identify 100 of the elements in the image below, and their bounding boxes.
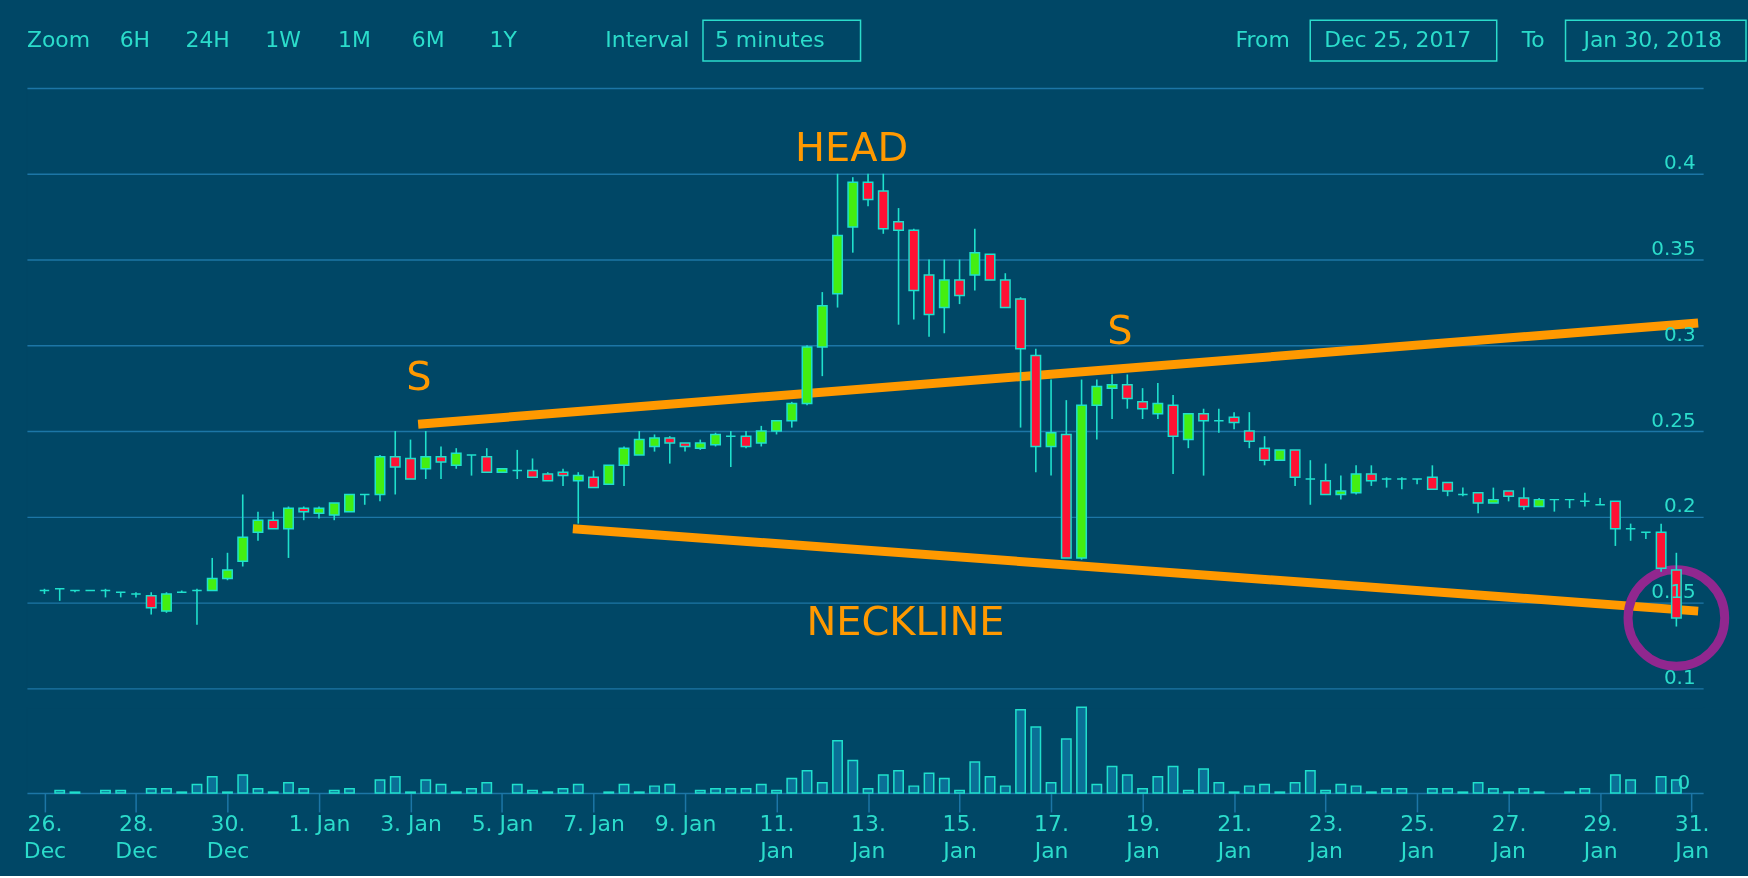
bar bbox=[1198, 768, 1210, 794]
bar bbox=[344, 787, 355, 794]
bar bbox=[740, 787, 752, 794]
bar bbox=[893, 769, 904, 794]
annotation: HEAD bbox=[794, 123, 909, 170]
text: 5 minutes bbox=[714, 27, 825, 53]
text: Dec 25, 2017 bbox=[1324, 27, 1472, 53]
bar bbox=[389, 775, 401, 794]
text: To bbox=[1520, 27, 1545, 53]
bar bbox=[435, 783, 447, 794]
annotation: S bbox=[1107, 307, 1133, 354]
annotation: S bbox=[406, 353, 432, 400]
bar bbox=[649, 785, 660, 794]
bar bbox=[1152, 775, 1164, 794]
text: Jan 30, 2018 bbox=[1581, 27, 1722, 53]
x-tick-label: 13. Jan bbox=[849, 811, 886, 864]
text: Interval bbox=[605, 27, 690, 53]
bar bbox=[1289, 781, 1301, 794]
bar bbox=[557, 787, 569, 794]
bar bbox=[1381, 787, 1393, 794]
bar bbox=[816, 781, 828, 794]
bar bbox=[908, 785, 920, 794]
bar bbox=[466, 787, 477, 794]
x-tick-label: 3. Jan bbox=[380, 811, 442, 837]
bar bbox=[1015, 709, 1026, 794]
bar bbox=[710, 787, 721, 794]
bar bbox=[755, 783, 767, 794]
bar bbox=[1396, 787, 1408, 794]
x-tick-label: 28. Dec bbox=[115, 811, 158, 864]
x-tick-label: 1. Jan bbox=[288, 811, 351, 837]
bar bbox=[161, 787, 172, 794]
bar bbox=[1243, 785, 1255, 794]
text: 1W bbox=[265, 27, 301, 53]
bar bbox=[969, 761, 981, 794]
bar bbox=[694, 789, 706, 794]
y-tick-label: 0.25 bbox=[1651, 407, 1696, 432]
bar bbox=[1350, 785, 1362, 794]
bar bbox=[206, 775, 218, 794]
bar bbox=[1304, 769, 1316, 794]
x-tick-label: 11. Jan bbox=[758, 811, 795, 864]
x-tick-label: 17. Jan bbox=[1032, 811, 1069, 864]
bar bbox=[1579, 787, 1591, 794]
x-tick-label: 30. Dec bbox=[206, 811, 250, 864]
text: Zoom bbox=[26, 27, 91, 53]
bar bbox=[191, 783, 203, 794]
bar bbox=[1472, 781, 1484, 794]
text: 24H bbox=[185, 27, 230, 53]
bar bbox=[1137, 787, 1149, 794]
bar bbox=[54, 789, 66, 794]
bar bbox=[1076, 706, 1087, 794]
text: 1Y bbox=[489, 27, 518, 53]
bar bbox=[1625, 779, 1637, 794]
bar bbox=[954, 789, 965, 794]
text: 6M bbox=[411, 27, 445, 53]
bar bbox=[1518, 787, 1530, 794]
x-tick-label: 9. Jan bbox=[654, 811, 717, 837]
bar bbox=[771, 789, 782, 794]
x-tick-label: 5. Jan bbox=[471, 811, 534, 837]
bar bbox=[1045, 781, 1057, 794]
x-tick-label: 21. Jan bbox=[1215, 811, 1253, 864]
bar bbox=[1259, 783, 1271, 794]
bar bbox=[328, 789, 340, 794]
bar bbox=[100, 789, 111, 794]
x-tick-label: 29. Jan bbox=[1581, 811, 1619, 864]
bar bbox=[1320, 789, 1332, 794]
bar bbox=[664, 783, 676, 794]
bar bbox=[374, 779, 386, 794]
bar bbox=[938, 777, 950, 794]
x-tick-label: 31. Jan bbox=[1673, 811, 1710, 864]
bar bbox=[1106, 765, 1118, 794]
x-tick-label: 23. Jan bbox=[1307, 811, 1344, 864]
bar bbox=[1167, 765, 1179, 794]
bar bbox=[1091, 783, 1103, 794]
x-tick-label: 25. Jan bbox=[1398, 811, 1436, 864]
bar bbox=[511, 783, 523, 794]
bar bbox=[1213, 781, 1225, 794]
bar bbox=[1182, 789, 1194, 794]
bar bbox=[1655, 775, 1667, 794]
bar bbox=[283, 781, 294, 794]
bar bbox=[237, 774, 249, 794]
y-tick-label: 0.35 bbox=[1651, 236, 1696, 261]
bar bbox=[847, 759, 859, 794]
x-tick-label: 19. Jan bbox=[1124, 811, 1161, 864]
bar bbox=[481, 781, 493, 794]
bar bbox=[999, 785, 1011, 794]
bar bbox=[252, 787, 264, 794]
bar bbox=[1426, 787, 1438, 794]
bar bbox=[1335, 783, 1347, 794]
bar bbox=[1609, 774, 1621, 794]
bar bbox=[923, 772, 935, 794]
bar bbox=[832, 739, 843, 794]
y-tick-label: 0.2 bbox=[1663, 493, 1696, 518]
bar bbox=[862, 787, 874, 794]
x-tick-label: 15. Jan bbox=[941, 811, 978, 864]
bar bbox=[1030, 726, 1042, 794]
text: 6H bbox=[119, 27, 151, 53]
bar bbox=[1060, 738, 1072, 794]
y-tick-label: 0.1 bbox=[1663, 664, 1696, 689]
bar bbox=[298, 787, 310, 794]
bar bbox=[725, 787, 737, 794]
